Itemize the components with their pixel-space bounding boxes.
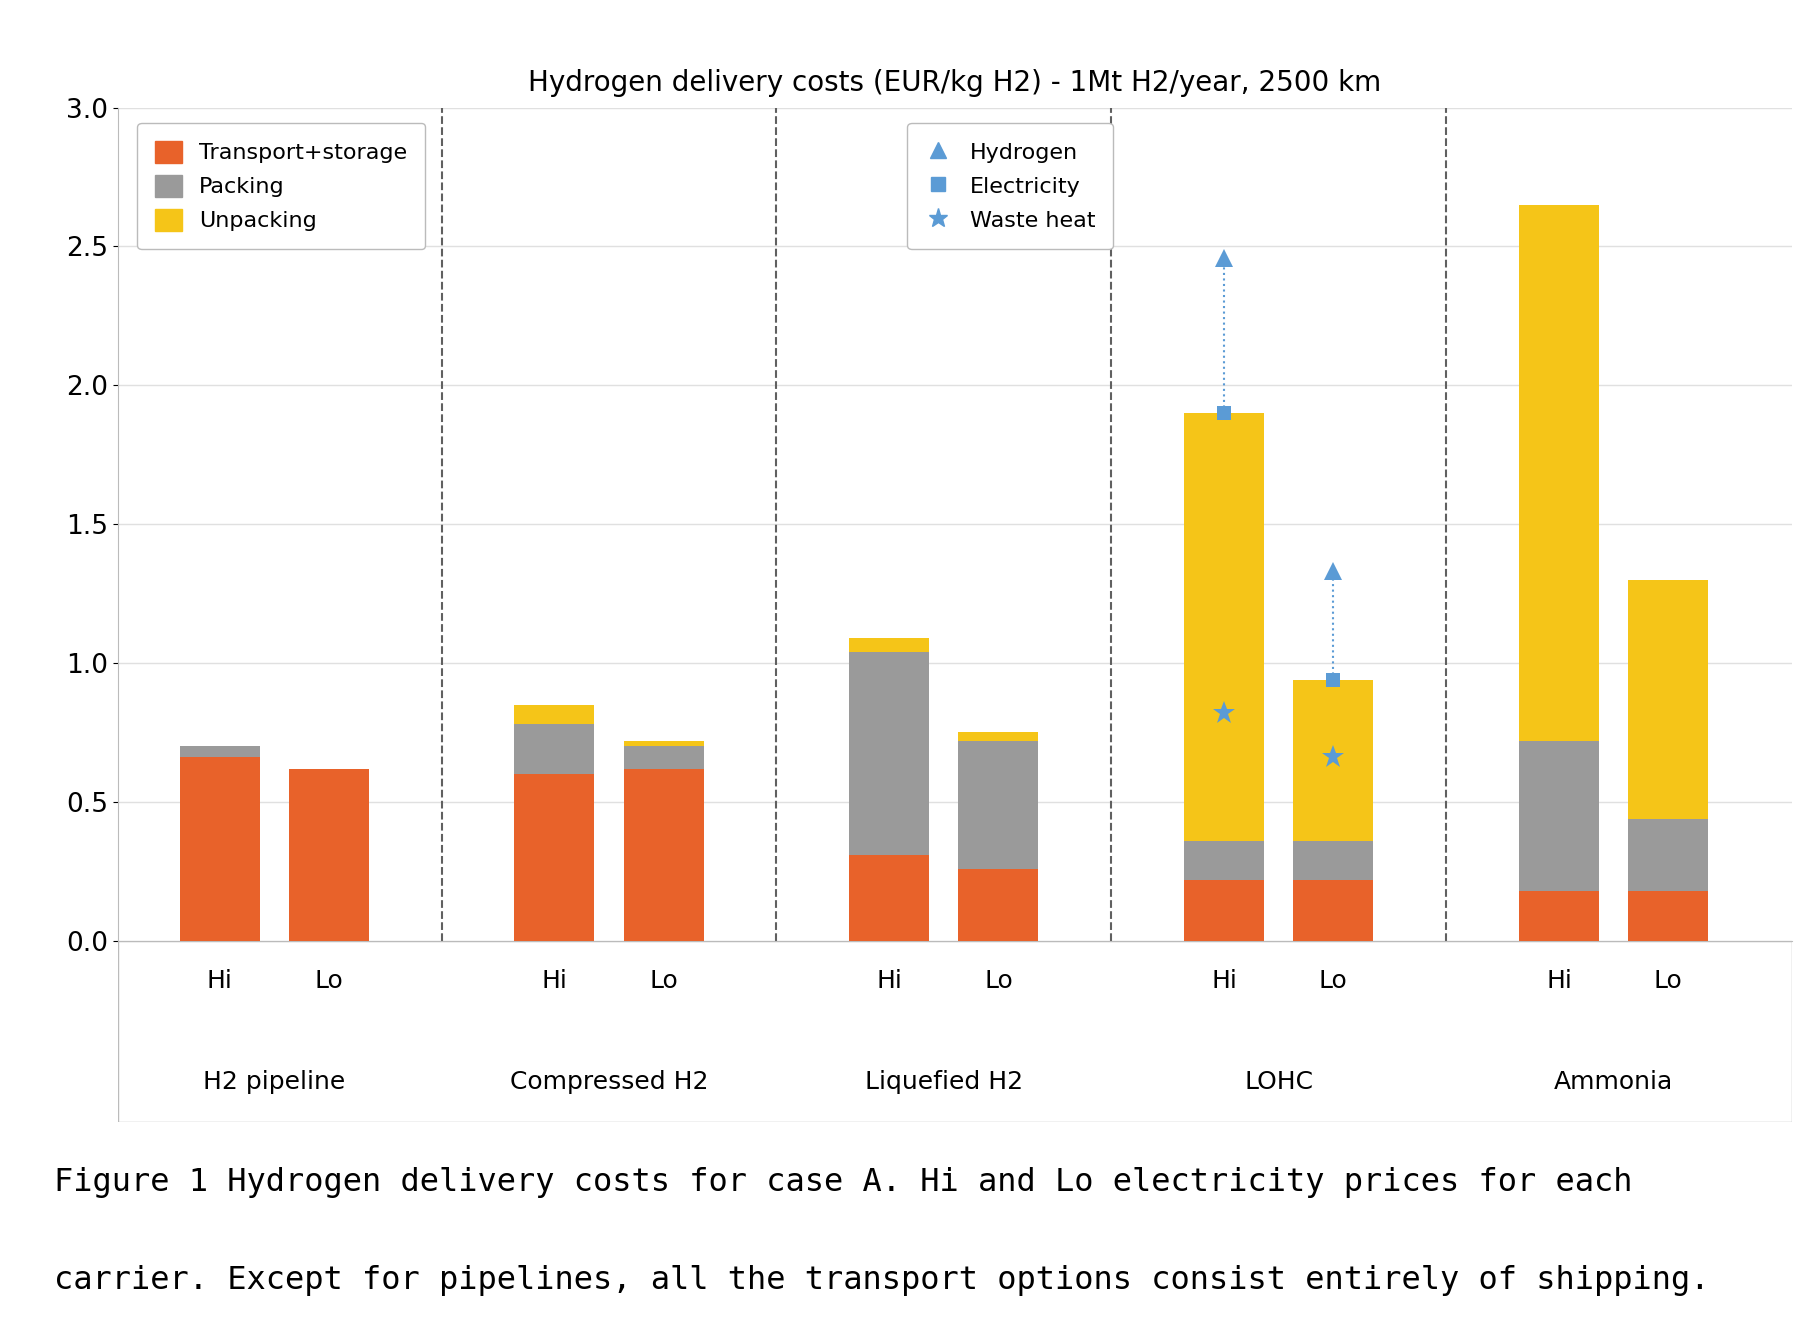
Text: Lo: Lo: [985, 969, 1014, 993]
Text: Hi: Hi: [1211, 969, 1236, 993]
Bar: [514, 704, 594, 724]
Bar: [1184, 841, 1263, 880]
Bar: [1519, 891, 1598, 941]
Bar: [624, 769, 704, 941]
Bar: [514, 774, 594, 941]
Text: Hi: Hi: [206, 969, 232, 993]
Text: Hi: Hi: [876, 969, 901, 993]
Bar: [1519, 741, 1598, 891]
Text: LOHC: LOHC: [1243, 1070, 1314, 1094]
Text: H2 pipeline: H2 pipeline: [203, 1070, 346, 1094]
Bar: [290, 769, 369, 941]
Bar: [1184, 880, 1263, 941]
Bar: [849, 855, 929, 941]
Text: Hi: Hi: [1546, 969, 1571, 993]
Text: Lo: Lo: [1319, 969, 1348, 993]
Bar: [1629, 818, 1709, 891]
Bar: [1184, 413, 1263, 841]
Bar: [624, 741, 704, 746]
Bar: [179, 758, 259, 941]
Bar: [959, 732, 1039, 741]
Text: Lo: Lo: [315, 969, 344, 993]
Text: Figure 1 Hydrogen delivery costs for case A. Hi and Lo electricity prices for ea: Figure 1 Hydrogen delivery costs for cas…: [54, 1167, 1633, 1198]
Bar: [1519, 204, 1598, 741]
Text: Lo: Lo: [650, 969, 679, 993]
Bar: [624, 746, 704, 769]
Text: Lo: Lo: [1654, 969, 1683, 993]
Bar: [1294, 841, 1374, 880]
Bar: [959, 868, 1039, 941]
Legend: Hydrogen, Electricity, Waste heat: Hydrogen, Electricity, Waste heat: [907, 122, 1113, 249]
Text: Hi: Hi: [541, 969, 567, 993]
Bar: [1629, 891, 1709, 941]
Bar: [849, 652, 929, 855]
Text: Liquefied H2: Liquefied H2: [865, 1070, 1023, 1094]
Text: Ammonia: Ammonia: [1555, 1070, 1672, 1094]
Text: carrier. Except for pipelines, all the transport options consist entirely of shi: carrier. Except for pipelines, all the t…: [54, 1265, 1709, 1296]
Text: Compressed H2: Compressed H2: [510, 1070, 708, 1094]
Bar: [959, 741, 1039, 868]
Bar: [1294, 880, 1374, 941]
Bar: [849, 638, 929, 652]
Bar: [1294, 680, 1374, 841]
Bar: [514, 724, 594, 774]
Title: Hydrogen delivery costs (EUR/kg H2) - 1Mt H2/year, 2500 km: Hydrogen delivery costs (EUR/kg H2) - 1M…: [529, 69, 1381, 97]
Bar: [1629, 579, 1709, 818]
Bar: [179, 746, 259, 758]
